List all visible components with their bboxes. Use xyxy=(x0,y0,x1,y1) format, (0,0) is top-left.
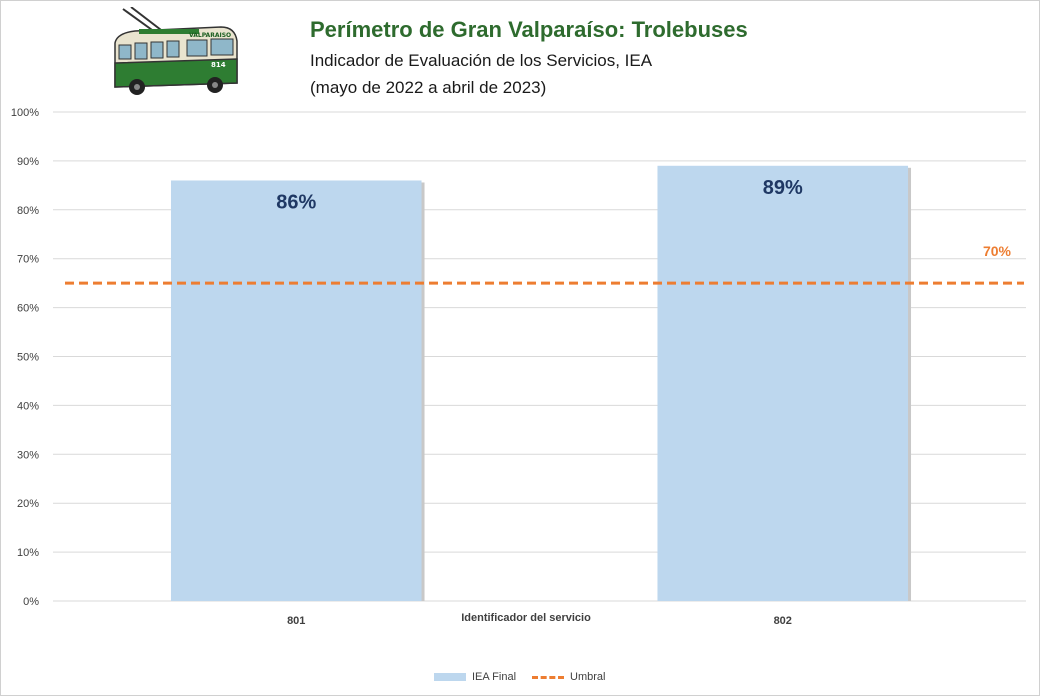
bar-value-label: 89% xyxy=(763,177,803,199)
y-tick-label: 40% xyxy=(17,400,39,412)
y-tick-label: 90% xyxy=(17,156,39,168)
legend-item-iea-final: IEA Final xyxy=(434,669,516,685)
legend-label-umbral: Umbral xyxy=(570,671,606,683)
legend-label-iea-final: IEA Final xyxy=(472,671,517,683)
x-axis-label: Identificador del servicio xyxy=(461,612,591,624)
bars: 86% 89% xyxy=(170,165,912,602)
y-tick-label: 70% xyxy=(17,254,39,266)
logo-number: 814 xyxy=(211,61,226,69)
legend-swatch-bar xyxy=(434,673,466,681)
y-tick-label: 30% xyxy=(17,449,39,461)
legend-item-umbral: Umbral xyxy=(532,669,605,685)
bar-802 xyxy=(657,165,909,602)
threshold-label: 70% xyxy=(983,243,1012,259)
y-tick-label: 100% xyxy=(11,107,39,119)
legend-swatch-line xyxy=(532,675,564,679)
y-tick-label: 50% xyxy=(17,352,39,364)
x-tick-label: 802 xyxy=(774,615,792,627)
y-tick-label: 0% xyxy=(23,596,39,608)
logo-text: VALPARAISO xyxy=(189,32,231,39)
trolleybus-icon: VALPARAISO 814 xyxy=(114,7,238,95)
y-tick-label: 20% xyxy=(17,498,39,510)
y-tick-label: 80% xyxy=(17,205,39,217)
y-tick-label: 60% xyxy=(17,303,39,315)
bar-801 xyxy=(170,180,422,601)
x-tick-label: 801 xyxy=(287,615,305,627)
x-axis-ticks: 801 802 xyxy=(287,615,792,627)
y-tick-label: 10% xyxy=(17,547,39,559)
chart-subtitle-line1: Indicador de Evaluación de los Servicios… xyxy=(310,51,653,70)
bar-value-label: 86% xyxy=(276,191,316,213)
y-axis-ticks: 0% 10% 20% 30% 40% 50% 60% 70% 80% 90% 100% xyxy=(11,107,39,608)
threshold: 70% xyxy=(65,243,1024,285)
chart-title: Perímetro de Gran Valparaíso: Trolebuses xyxy=(310,17,748,42)
chart-subtitle-line2: (mayo de 2022 a abril de 2023) xyxy=(310,78,547,97)
